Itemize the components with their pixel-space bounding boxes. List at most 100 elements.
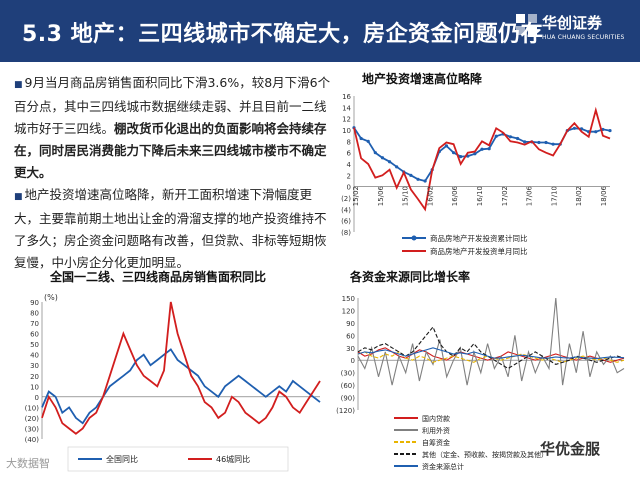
data-point (395, 165, 399, 169)
series-line-0 (357, 347, 625, 363)
y-tick-label: 10 (30, 383, 39, 391)
paragraph-1-normal: 9月当月商品房销售面积同比下滑3.6%，较8月下滑6个百分点，其中三四线城市数据… (14, 75, 331, 136)
x-tick-label: 17/10 (550, 186, 558, 206)
data-point (494, 134, 498, 138)
investment-growth-chart: 16 14 12 10 8 6 4 2 0 (2) (4) (6) (8) 15/02 15/06 15/10… (341, 93, 612, 256)
y-tick-label: 0 (35, 394, 39, 402)
legend-label: 资金来源总计 (422, 462, 464, 471)
data-point (487, 147, 491, 151)
y-tick-label: 90 (30, 299, 39, 307)
data-point (537, 140, 541, 145)
data-point (508, 135, 513, 139)
legend-label: 商品房地产开发投资单月同比 (430, 246, 528, 256)
data-point (387, 160, 392, 164)
logo-icon (516, 14, 537, 35)
y-tick-label: 16 (342, 93, 351, 101)
y-tick-label: (4) (341, 206, 351, 214)
data-point (572, 126, 577, 130)
paragraph-2-text: 地产投资增速高位略降，新开工面积增速下滑幅度更大，主要靠前期土地出让金的滑溜支撑… (14, 187, 327, 270)
watermark-left: 大数据智 (6, 457, 50, 470)
y-tick-label: (6) (341, 218, 351, 226)
bullet-icon: ■ (14, 192, 23, 202)
chart-title-funding: 各资金来源同比增长率 (350, 270, 471, 284)
y-tick-label: 0 (351, 357, 355, 365)
y-tick-label: 80 (30, 310, 39, 318)
x-tick-label: 18/02 (575, 186, 583, 206)
chart-title-sales-area: 全国一二线、三四线商品房销售面积同比 (50, 270, 267, 284)
data-point (473, 152, 477, 156)
y-tick-label: 0 (347, 184, 351, 192)
series-line-0 (353, 127, 611, 183)
y-tick-label: 14 (342, 104, 351, 112)
watermark-right: 华优金服 (540, 440, 601, 458)
body-text: ■ 9月当月商品房销售面积同比下滑3.6%，较8月下滑6个百分点，其中三四线城市数… (14, 72, 332, 274)
y-tick-label: 4 (347, 161, 352, 169)
logo-text-en: HUA CHUANG SECURITIES (542, 34, 625, 41)
data-point (444, 144, 449, 148)
x-tick-label: 18/06 (600, 185, 608, 206)
data-point (551, 142, 555, 146)
y-tick-label: (120) (336, 407, 355, 415)
slide-header: 5.3 地产：三四线城市不确定大，房企资金问题仍存 华创证券 HUA CHUAN… (0, 0, 640, 62)
data-point (423, 179, 427, 183)
y-tick-label: 20 (30, 373, 39, 381)
bullet-icon: ■ (14, 80, 23, 90)
y-tick-label: (60) (341, 382, 356, 390)
y-tick-label: (20) (25, 415, 40, 423)
data-point (594, 130, 598, 134)
y-tick-label: 2 (347, 172, 351, 180)
legend-box (67, 446, 289, 472)
sales-area-chart: 90 80 70 60 50 40 30 20 10 0 (10) (20) (30) (40) (%) 全国… (25, 293, 321, 472)
legend-label: 商品房地产开发投资累计同比 (430, 233, 528, 243)
y-tick-label: 10 (342, 127, 351, 135)
data-point (359, 136, 363, 141)
paragraph-1-bold: 棚改货币化退出的负面影响将会持续存在，同时居民消费能力下降后未来三四线城市楼市不… (14, 121, 327, 180)
y-tick-label: (40) (25, 436, 40, 444)
data-point (480, 147, 484, 151)
data-point (523, 140, 527, 144)
paragraph-2: ■ 地产投资增速高位略降，新开工面积增速下滑幅度更大，主要靠前期土地出让金的滑溜支… (14, 184, 332, 274)
legend-label: 全国同比 (106, 454, 138, 464)
company-logo: 华创证券 HUA CHUANG SECURITIES (516, 12, 628, 50)
y-tick-label: 60 (346, 332, 355, 340)
logo-text-cn: 华创证券 (542, 14, 603, 32)
x-tick-label: 17/02 (501, 186, 509, 206)
legend-label: 国内贷款 (422, 414, 450, 423)
paragraph-1: ■ 9月当月商品房销售面积同比下滑3.6%，较8月下滑6个百分点，其中三四线城市数… (14, 72, 332, 184)
y-tick-label: 90 (346, 320, 355, 328)
data-point (459, 155, 463, 159)
data-point (409, 173, 413, 177)
series-line-1 (357, 297, 625, 386)
y-tick-label: (2) (341, 195, 351, 203)
data-point (451, 151, 456, 155)
data-point (544, 140, 548, 145)
funding-source-chart: 150 120 90 60 30 0 (30) (60) (90) (120) 国内贷款利用外资自筹… (336, 295, 625, 471)
legend-label: 46城同比 (216, 454, 250, 464)
y-tick-label: (90) (341, 395, 356, 403)
y-tick-label: (8) (341, 229, 351, 237)
series-line-0 (41, 348, 321, 425)
data-point (515, 136, 520, 141)
series-line-4 (357, 347, 625, 360)
y-tick-label: 8 (347, 138, 351, 146)
x-tick-label: 16/02 (426, 186, 434, 206)
x-tick-label: 15/10 (402, 186, 410, 206)
y-tick-label: 12 (342, 116, 351, 124)
y-tick-label: 120 (342, 307, 355, 315)
chart-title-investment: 地产投资增速高位略降 (362, 72, 483, 86)
x-tick-label: 17/06 (526, 185, 534, 206)
legend-label: 自筹资金 (422, 438, 450, 447)
data-point (416, 177, 420, 181)
legend-marker (411, 235, 417, 241)
x-tick-label: 16/10 (476, 186, 484, 206)
x-tick-label: 15/06 (377, 185, 385, 206)
series-line-1 (353, 106, 611, 212)
y-tick-label: 30 (30, 362, 39, 370)
data-point (608, 128, 612, 133)
y-tick-label: 6 (347, 150, 352, 158)
data-point (380, 156, 385, 160)
y-tick-label: 50 (30, 341, 39, 349)
legend-label: 其他（定金、预收款、按揭贷款及其他） (422, 450, 548, 459)
x-tick-label: 15/02 (352, 186, 360, 206)
y-unit-label: (%) (44, 293, 58, 302)
